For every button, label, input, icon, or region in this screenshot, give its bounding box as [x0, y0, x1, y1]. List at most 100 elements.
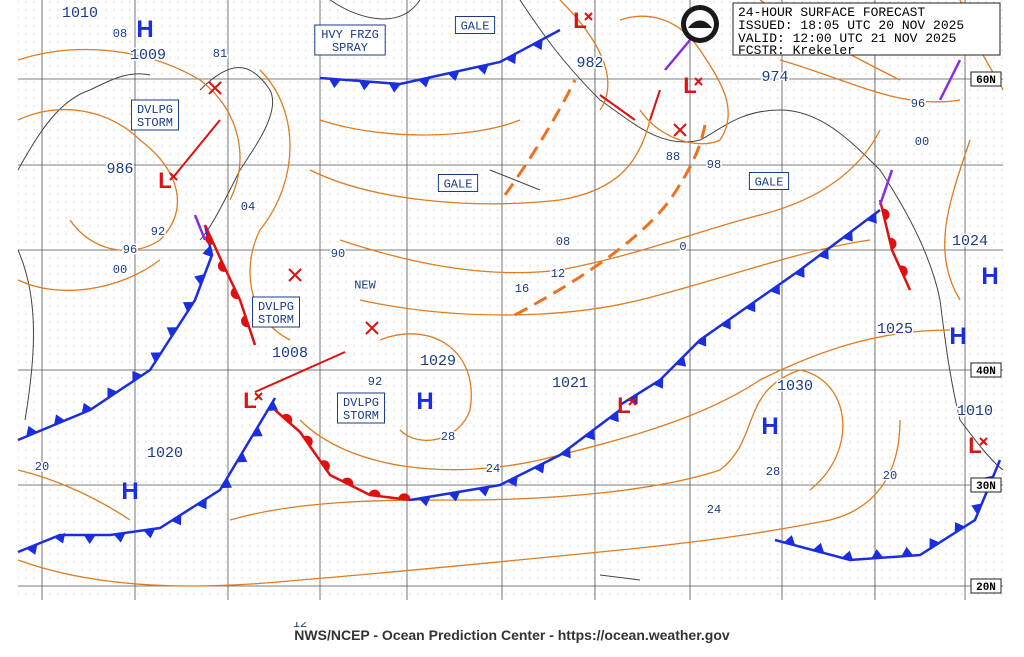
- front-triangle: [696, 335, 707, 347]
- front-triangle: [26, 544, 38, 555]
- front-triangle: [196, 498, 207, 510]
- front-semicircle: [889, 237, 897, 250]
- front-semicircle: [320, 460, 330, 472]
- front-triangle: [236, 452, 248, 463]
- isobar-label: 92: [151, 225, 165, 239]
- front-line: [274, 409, 411, 502]
- low-x: [254, 392, 263, 401]
- isobar-label: 24: [486, 462, 500, 476]
- front-triangle: [83, 535, 96, 544]
- isobar-label: 96: [123, 243, 137, 257]
- front-semicircle: [368, 489, 381, 497]
- isobars: [17, 0, 1004, 587]
- isobar-label: 982: [576, 55, 603, 72]
- isobar-label: 88: [666, 150, 680, 164]
- front-triangle: [608, 411, 619, 423]
- front-semicircle: [899, 265, 908, 277]
- front-triangle: [107, 387, 118, 399]
- isobar-label: 974: [761, 69, 788, 86]
- header-forecaster: FCSTR: Krekeler: [738, 43, 855, 58]
- front-semicircle: [882, 208, 890, 221]
- warning-box: [314, 24, 386, 56]
- isobar-label: 81: [213, 47, 227, 61]
- high-center: H: [136, 16, 153, 43]
- low-x: [584, 12, 593, 21]
- high-center: H: [121, 478, 138, 505]
- low-center: L: [683, 73, 696, 98]
- forecast-x: [288, 268, 302, 282]
- front-triangle: [113, 532, 126, 543]
- front-line: [17, 397, 277, 554]
- isobar-label: 24: [707, 503, 721, 517]
- front-triangle: [54, 414, 66, 425]
- isobar-label: 1029: [420, 353, 456, 370]
- warning-box: [454, 16, 496, 34]
- lat-label-box: [970, 362, 1002, 378]
- front-triangle: [584, 429, 595, 441]
- isobar-label: 16: [515, 282, 529, 296]
- coastlines: [17, 0, 1004, 581]
- occluded-front: [193, 39, 962, 241]
- front-semicircle: [281, 413, 293, 424]
- isobar-label: 28: [441, 430, 455, 444]
- front-triangle: [560, 447, 571, 459]
- front-triangle: [150, 352, 162, 363]
- front-triangle: [794, 267, 805, 278]
- front-triangle: [841, 550, 854, 561]
- lat-label: 60N: [976, 75, 996, 87]
- front-triangle: [447, 70, 460, 82]
- lat-label: 20N: [976, 582, 996, 594]
- isobar-label: 1008: [272, 345, 308, 362]
- track-arrow: [174, 89, 661, 393]
- front-triangle: [166, 327, 178, 338]
- isobar-label: 96: [911, 97, 925, 111]
- front-triangle: [202, 245, 213, 258]
- front-triangle: [929, 538, 940, 549]
- axis-strip: [18, 600, 1003, 622]
- high-center: H: [949, 323, 966, 350]
- isobar-label: 98: [707, 158, 721, 172]
- front-triangle: [418, 77, 431, 88]
- front-triangle: [818, 248, 829, 260]
- low-x: [628, 397, 637, 406]
- graticule: [18, 0, 1003, 600]
- front-triangle: [81, 402, 93, 414]
- lat-label-box: [970, 477, 1002, 493]
- front-line: [774, 459, 1002, 562]
- isobar-label: 00: [113, 263, 127, 277]
- front-semicircle: [398, 493, 411, 501]
- front-triangle: [769, 284, 780, 296]
- front-line: [203, 224, 257, 346]
- front-triangle: [901, 546, 914, 557]
- low-center: L: [617, 393, 630, 418]
- isobar-label: 12: [551, 267, 565, 281]
- low-x: [979, 437, 988, 446]
- forecast-x: [208, 81, 222, 95]
- pressure-centers: H H H H H H L L L L L L: [121, 8, 998, 505]
- warning-text: GALE: [461, 20, 490, 34]
- warning-text: DVLPG: [343, 396, 379, 410]
- front-triangle: [812, 542, 825, 554]
- isobar-label: 08: [113, 27, 127, 41]
- warning-text: DVLPG: [258, 300, 294, 314]
- front-triangle: [783, 535, 796, 546]
- lat-label: 40N: [976, 366, 996, 378]
- front-triangle: [532, 39, 543, 50]
- low-x: [169, 172, 178, 181]
- front-semicircle: [230, 287, 240, 299]
- warning-text: STORM: [137, 116, 173, 130]
- front-triangle: [54, 532, 66, 544]
- isobar-label: 08: [556, 235, 570, 249]
- warning-box: [748, 172, 790, 190]
- low-center: L: [573, 8, 586, 33]
- warning-text: DVLPG: [137, 103, 173, 117]
- warning-text: STORM: [258, 313, 294, 327]
- isobar-label: 04: [241, 200, 255, 214]
- front-triangle: [533, 462, 545, 474]
- front-semicircle: [341, 477, 354, 487]
- warning-box: [437, 174, 479, 192]
- front-semicircle: [205, 233, 214, 245]
- isobar-label: 00: [915, 135, 929, 149]
- warning-box: [131, 99, 179, 131]
